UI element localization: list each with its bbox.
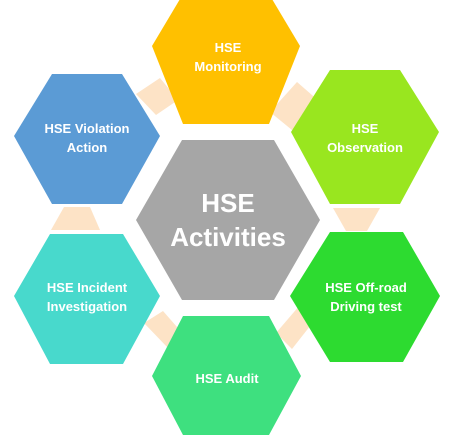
center-hexagon: HSE Activities bbox=[136, 140, 320, 300]
hexagon-monitoring bbox=[152, 0, 300, 124]
label-observation-line2: Observation bbox=[327, 140, 403, 155]
label-violation-line2: Action bbox=[67, 140, 108, 155]
label-incident-line1: HSE Incident bbox=[47, 280, 128, 295]
label-incident-line2: Investigation bbox=[47, 299, 127, 314]
center-title-line1: HSE bbox=[201, 188, 254, 218]
connector-monitoring-observation bbox=[270, 82, 320, 130]
node-observation: HSE Observation bbox=[291, 70, 439, 204]
connector-violation-monitoring bbox=[136, 78, 178, 115]
node-incident: HSE Incident Investigation bbox=[14, 234, 160, 364]
label-monitoring-line1: HSE bbox=[215, 40, 242, 55]
connector-observation-offroad bbox=[333, 208, 380, 231]
label-violation-line1: HSE Violation bbox=[45, 121, 130, 136]
label-audit-line1: HSE Audit bbox=[195, 371, 259, 386]
label-offroad-line2: Driving test bbox=[330, 299, 402, 314]
label-offroad-line1: HSE Off-road bbox=[325, 280, 407, 295]
center-title-line2: Activities bbox=[170, 222, 286, 252]
node-monitoring: HSE Monitoring bbox=[152, 0, 300, 124]
hexagon-offroad bbox=[290, 232, 440, 362]
hexagon-observation bbox=[291, 70, 439, 204]
hexagon-audit bbox=[152, 316, 301, 435]
hexagon-incident bbox=[14, 234, 160, 364]
hexagon-violation bbox=[14, 74, 160, 204]
connector-incident-violation bbox=[51, 207, 100, 230]
node-offroad: HSE Off-road Driving test bbox=[290, 232, 440, 362]
label-observation-line1: HSE bbox=[352, 121, 379, 136]
label-monitoring-line2: Monitoring bbox=[194, 59, 261, 74]
node-audit: HSE Audit bbox=[152, 316, 301, 435]
node-violation: HSE Violation Action bbox=[14, 74, 160, 204]
center-hexagon-shape bbox=[136, 140, 320, 300]
